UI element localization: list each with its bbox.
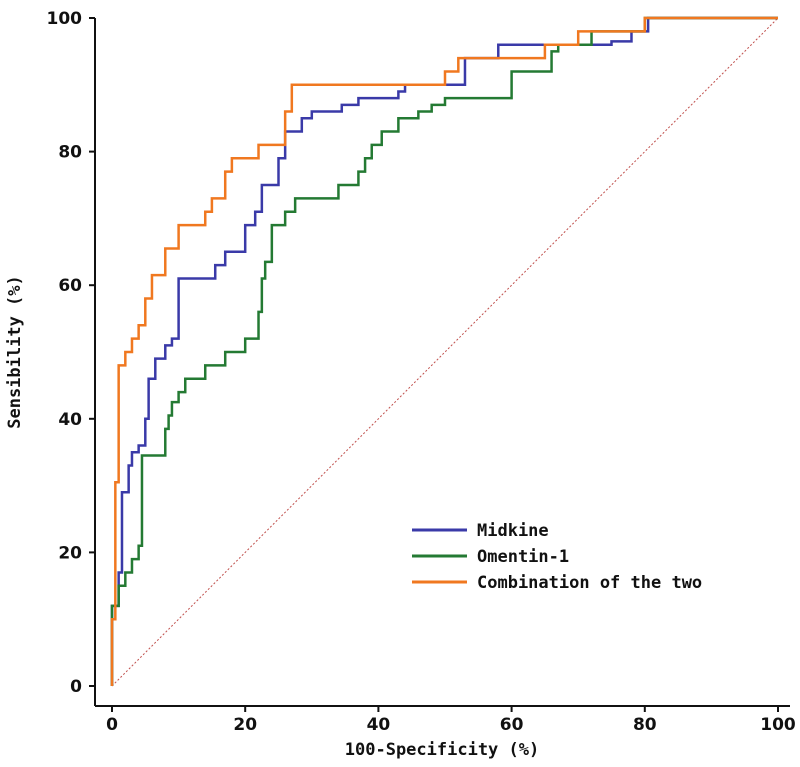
series-line-combination-of-the-two xyxy=(110,16,778,686)
ticks-layer: 0 20 40 60 80 100 0 20 40 60 80 100 xyxy=(47,9,796,735)
y-tick-label: 20 xyxy=(58,543,82,563)
series-layer xyxy=(110,16,778,686)
reference-diagonal-layer xyxy=(111,17,779,687)
y-tick-label: 0 xyxy=(70,677,82,697)
x-tick-label: 0 xyxy=(106,715,118,735)
x-tick-label: 40 xyxy=(367,715,391,735)
x-tick-label: 60 xyxy=(500,715,524,735)
axes-layer xyxy=(94,18,790,707)
reference-diagonal-line xyxy=(111,17,779,687)
x-tick-label: 20 xyxy=(233,715,257,735)
y-tick-label: 80 xyxy=(58,143,82,163)
x-tick-label: 100 xyxy=(760,715,796,735)
legend: Midkine Omentin-1 Combination of the two xyxy=(412,521,702,593)
y-tick-label: 100 xyxy=(47,9,83,29)
y-axis-title: Sensibility (%) xyxy=(5,275,25,429)
legend-label-omentin-1: Omentin-1 xyxy=(477,547,569,567)
y-tick-label: 60 xyxy=(58,276,82,296)
series-line-midkine xyxy=(110,16,778,686)
x-tick-label: 80 xyxy=(633,715,657,735)
x-axis-title: 100-Specificity (%) xyxy=(345,740,539,760)
series-line-omentin-1 xyxy=(110,16,778,686)
legend-label-combination-of-the-two: Combination of the two xyxy=(477,573,702,593)
y-tick-label: 40 xyxy=(58,410,82,430)
legend-label-midkine: Midkine xyxy=(477,521,549,541)
